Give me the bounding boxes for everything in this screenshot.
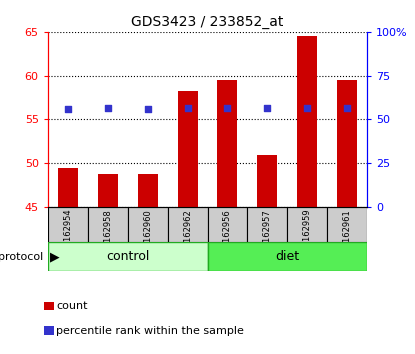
Text: GSM162958: GSM162958 (103, 209, 112, 259)
Bar (48, 207, 88, 242)
Point (264, 105, 271, 111)
Bar (48, 242, 208, 271)
Bar (208, 242, 367, 271)
Title: GDS3423 / 233852_at: GDS3423 / 233852_at (131, 16, 284, 29)
Point (184, 105, 191, 110)
Text: GSM162961: GSM162961 (343, 209, 352, 259)
Text: ▶: ▶ (50, 250, 59, 263)
Point (144, 106, 151, 112)
Bar (168, 207, 208, 242)
Point (304, 105, 311, 110)
Point (104, 105, 111, 111)
Bar (257, 154, 277, 207)
Bar (247, 207, 287, 242)
Text: GSM162962: GSM162962 (183, 209, 192, 259)
Bar (208, 207, 247, 242)
Text: diet: diet (275, 250, 300, 263)
Bar (58, 168, 78, 207)
Point (224, 105, 231, 110)
Bar (217, 80, 237, 207)
Text: GSM162956: GSM162956 (223, 209, 232, 259)
Point (344, 105, 351, 110)
Bar (298, 36, 317, 207)
Bar (178, 91, 198, 207)
Text: GSM162954: GSM162954 (63, 209, 72, 259)
Bar (128, 207, 168, 242)
Point (64, 106, 71, 112)
Text: GSM162960: GSM162960 (143, 209, 152, 259)
Text: count: count (56, 301, 88, 311)
Text: GSM162959: GSM162959 (303, 209, 312, 259)
Text: percentile rank within the sample: percentile rank within the sample (56, 326, 244, 336)
Bar (88, 207, 128, 242)
Text: GSM162957: GSM162957 (263, 209, 272, 259)
Bar (138, 174, 158, 207)
Bar (98, 174, 117, 207)
Bar (337, 80, 357, 207)
Bar (327, 207, 367, 242)
Bar (287, 207, 327, 242)
Text: control: control (106, 250, 149, 263)
Text: protocol: protocol (0, 252, 44, 262)
